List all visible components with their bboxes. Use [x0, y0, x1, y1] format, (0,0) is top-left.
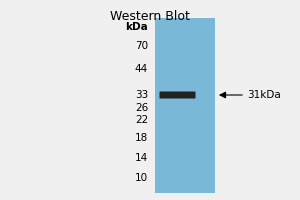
Text: 26: 26 [135, 103, 148, 113]
Text: 33: 33 [135, 90, 148, 100]
Text: 44: 44 [135, 64, 148, 74]
Text: 10: 10 [135, 173, 148, 183]
FancyBboxPatch shape [160, 92, 196, 98]
Bar [155, 18, 215, 193]
Text: 14: 14 [135, 153, 148, 163]
Text: 22: 22 [135, 115, 148, 125]
Text: Western Blot: Western Blot [110, 10, 190, 23]
Text: 31kDa: 31kDa [247, 90, 281, 100]
Text: kDa: kDa [125, 22, 148, 32]
Text: 70: 70 [135, 41, 148, 51]
Text: 18: 18 [135, 133, 148, 143]
